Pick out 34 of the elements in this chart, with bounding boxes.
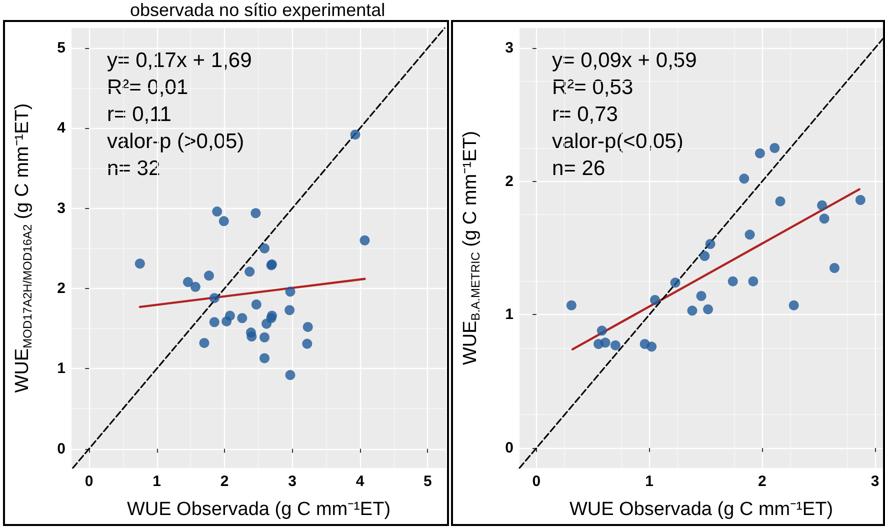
- x-tick-label: 5: [424, 473, 432, 490]
- y-tick-label: 1: [505, 306, 514, 324]
- x-tick-label: 4: [356, 473, 365, 490]
- x-tick-label: 2: [220, 473, 229, 490]
- annotation: y= 0,09x + 0,59: [552, 49, 697, 72]
- annotation: valor-p(<0,05): [552, 130, 684, 153]
- x-tick-label: 1: [152, 473, 161, 490]
- y-axis-title: WUEB.A.METRIC (g C mm⁻¹ET): [460, 130, 482, 366]
- x-tick-label: 1: [645, 473, 654, 490]
- annotation: y= 0,17x + 1,69: [107, 49, 252, 72]
- x-axis-title: WUE Observada (g C mm⁻¹ET): [569, 499, 834, 520]
- x-tick-label: 2: [758, 473, 766, 490]
- annotation: n= 26: [552, 157, 606, 180]
- x-tick-label: 3: [288, 473, 296, 490]
- y-tick-label: 5: [57, 40, 66, 57]
- y-tick-label: 2: [57, 280, 66, 297]
- y-axis-title: WUEMOD17A2H/MOD16A2 (g C mm⁻¹ET): [12, 103, 34, 393]
- chart-title: observada no sítio experimental: [130, 0, 386, 20]
- x-tick-label: 3: [870, 473, 880, 490]
- y-tick-label: 3: [57, 200, 66, 217]
- annotation: r= 0,11: [107, 103, 172, 126]
- annotation: R²= 0,01: [107, 76, 188, 99]
- annotation: valor-p (>0,05): [107, 130, 244, 153]
- x-axis-title: WUE Observada (g C mm⁻¹ET): [126, 499, 391, 520]
- y-tick-label: 1: [57, 360, 66, 378]
- y-tick-label: 3: [505, 40, 514, 56]
- x-tick-label: 0: [532, 473, 541, 490]
- annotation: R²= 0,53: [552, 76, 634, 99]
- y-tick-label: 0: [505, 440, 514, 456]
- y-tick-label: 0: [57, 440, 66, 458]
- annotation: r= 0,73: [552, 103, 618, 126]
- y-tick-label: 4: [57, 120, 66, 137]
- y-tick-label: 2: [505, 172, 514, 190]
- x-tick-label: 0: [84, 473, 94, 490]
